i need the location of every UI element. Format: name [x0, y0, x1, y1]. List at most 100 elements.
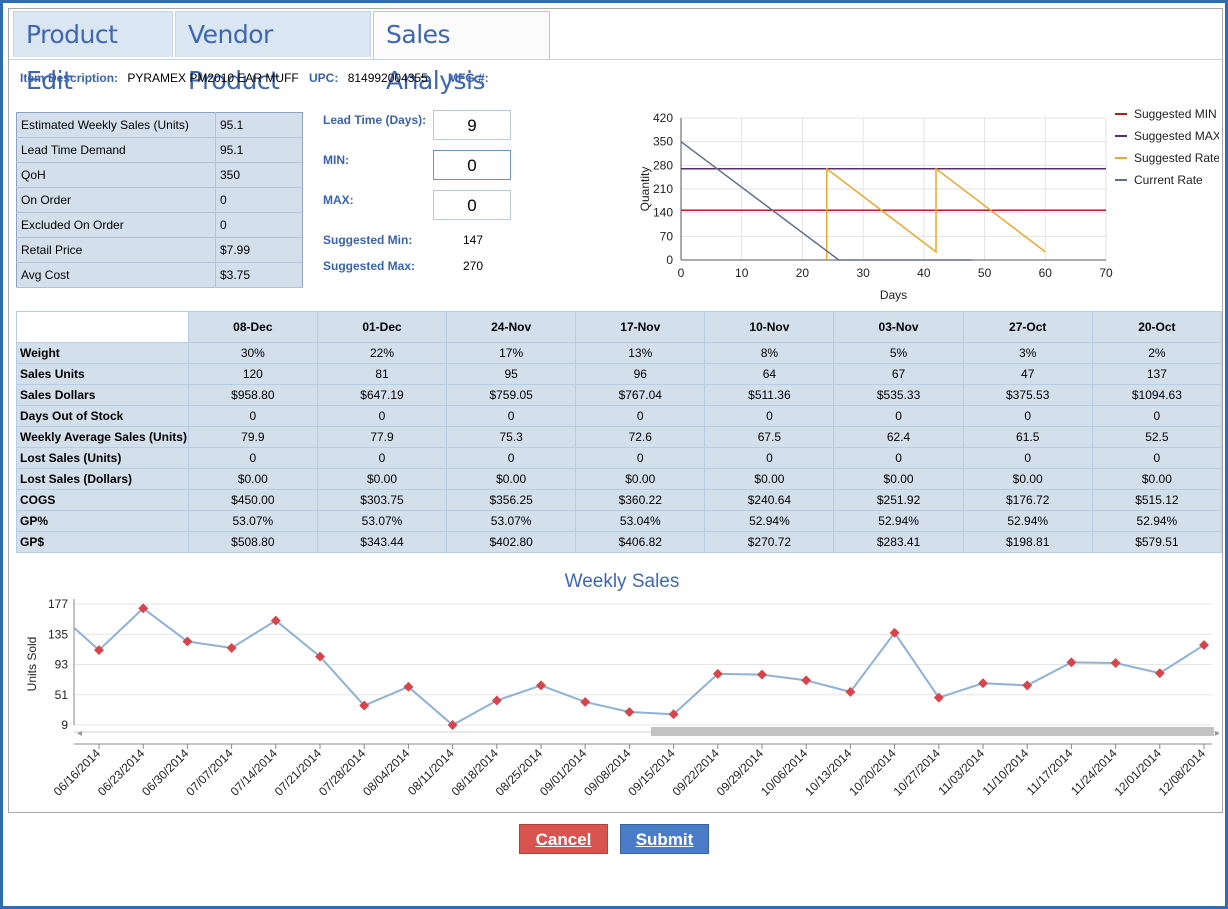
sales-point [1110, 658, 1121, 669]
grid-cell: 52.94% [1091, 510, 1223, 532]
legend-label: Current Rate [1134, 173, 1203, 187]
grid-cell: 13% [575, 342, 706, 364]
y-tick-label: 93 [55, 658, 69, 672]
grid-cell: $406.82 [575, 531, 706, 553]
grid-cell: 0 [187, 405, 318, 427]
y-tick-label: 420 [653, 111, 673, 125]
content-panel: Product Edit Vendor Product Sales Analys… [8, 8, 1223, 813]
scroll-left-arrow: ◂ [77, 728, 82, 739]
grid-cell: 17% [446, 342, 577, 364]
tab-product-edit[interactable]: Product Edit [13, 11, 173, 95]
grid-cell: $579.51 [1091, 531, 1223, 553]
grid-cell: $251.92 [833, 489, 964, 511]
grid-row-label: Sales Units [16, 363, 189, 385]
grid-row-label: Days Out of Stock [16, 405, 189, 427]
series-line [680, 141, 973, 261]
item-description-value: PYRAMEX PM2010 EAR MUFF [127, 71, 299, 85]
grid-row-label: GP$ [16, 531, 189, 553]
grid-column-header: 20-Oct [1091, 311, 1223, 343]
stats-label: Excluded On Order [16, 212, 216, 238]
x-tick-label: 60 [1039, 266, 1053, 280]
grid-cell: 0 [962, 447, 1093, 469]
grid-cell: 53.07% [187, 510, 318, 532]
grid-column-header: 03-Nov [833, 311, 964, 343]
grid-cell: $0.00 [704, 468, 835, 490]
grid-row: Days Out of Stock 0 0 0 0 0 0 0 0 [16, 405, 1223, 427]
grid-cell: 120 [187, 363, 318, 385]
x-tick-label: 08/04/2014 [360, 746, 413, 799]
grid-cell: 0 [833, 405, 964, 427]
grid-cell: 96 [575, 363, 706, 385]
x-tick-label: 11/03/2014 [935, 746, 987, 798]
grid-cell: $240.64 [704, 489, 835, 511]
stats-row: On Order 0 [16, 187, 303, 213]
stats-label: Estimated Weekly Sales (Units) [16, 112, 216, 138]
stats-label: Lead Time Demand [16, 137, 216, 163]
stats-row: Retail Price $7.99 [16, 237, 303, 263]
grid-cell: 0 [704, 405, 835, 427]
x-tick-label: 10 [735, 266, 749, 280]
y-tick-label: 177 [48, 597, 68, 611]
grid-cell: 0 [575, 405, 706, 427]
grid-cell: 53.04% [575, 510, 706, 532]
grid-cell: $0.00 [575, 468, 706, 490]
sales-point [889, 627, 900, 638]
grid-cell: $283.41 [833, 531, 964, 553]
y-tick-label: 210 [653, 182, 673, 196]
x-tick-label: 07/14/2014 [228, 746, 281, 799]
x-tick-label: 09/15/2014 [625, 746, 678, 799]
min-input[interactable]: 0 [433, 150, 511, 180]
scroll-right-arrow: ▸ [1215, 728, 1219, 739]
lead-time-input[interactable]: 9 [433, 110, 511, 140]
tab-sales-analysis[interactable]: Sales Analysis [373, 11, 550, 95]
sales-point [668, 709, 679, 720]
x-tick-label: 09/29/2014 [714, 746, 767, 799]
x-tick-label: 0 [678, 266, 685, 280]
y-tick-label: 280 [653, 158, 673, 172]
upc-value: 814992004355 [347, 71, 428, 85]
stats-value: 0 [215, 187, 303, 213]
stats-value: 95.1 [215, 137, 303, 163]
grid-cell: 52.94% [704, 510, 835, 532]
grid-cell: $375.53 [962, 384, 1093, 406]
grid-cell: 95 [446, 363, 577, 385]
grid-row: Lost Sales (Units) 0 0 0 0 0 0 0 0 [16, 447, 1223, 469]
grid-cell: $402.80 [446, 531, 577, 553]
grid-cell: $511.36 [704, 384, 835, 406]
grid-cell: 0 [187, 447, 318, 469]
submit-button[interactable]: Submit [620, 824, 709, 854]
y-tick-label: 135 [48, 627, 68, 641]
y-axis-title: Quantity [638, 167, 652, 212]
y-tick-label: 9 [61, 718, 68, 732]
grid-cell: 79.9 [187, 426, 318, 448]
grid-cell: $0.00 [1091, 468, 1223, 490]
x-tick-label: 07/28/2014 [316, 746, 369, 799]
stats-row: Lead Time Demand 95.1 [16, 137, 303, 163]
max-input[interactable]: 0 [433, 190, 511, 220]
grid-row-label: COGS [16, 489, 189, 511]
cancel-button[interactable]: Cancel [519, 824, 608, 854]
grid-cell: 52.94% [833, 510, 964, 532]
legend-label: Suggested Rate [1134, 151, 1219, 165]
grid-row-label: GP% [16, 510, 189, 532]
x-tick-label: 09/08/2014 [581, 746, 634, 799]
grid-cell: 67.5 [704, 426, 835, 448]
tab-vendor-product[interactable]: Vendor Product [175, 11, 371, 95]
grid-cell: 5% [833, 342, 964, 364]
stats-value: 0 [215, 212, 303, 238]
grid-cell: $198.81 [962, 531, 1093, 553]
stats-value: 350 [215, 162, 303, 188]
grid-cell: $0.00 [316, 468, 448, 490]
stats-label: On Order [16, 187, 216, 213]
grid-cell: 0 [1091, 405, 1223, 427]
y-tick-label: 140 [653, 206, 673, 220]
sales-point [801, 675, 812, 686]
grid-cell: 0 [575, 447, 706, 469]
x-tick-label: 70 [1099, 266, 1113, 280]
grid-row-label: Weekly Average Sales (Units) [16, 426, 189, 448]
grid-cell: 72.6 [575, 426, 706, 448]
grid-column-header: 08-Dec [187, 311, 318, 343]
grid-row: Sales Dollars $958.80 $647.19 $759.05 $767.0… [16, 384, 1223, 406]
sales-point [845, 686, 856, 697]
grid-cell: 2% [1091, 342, 1223, 364]
